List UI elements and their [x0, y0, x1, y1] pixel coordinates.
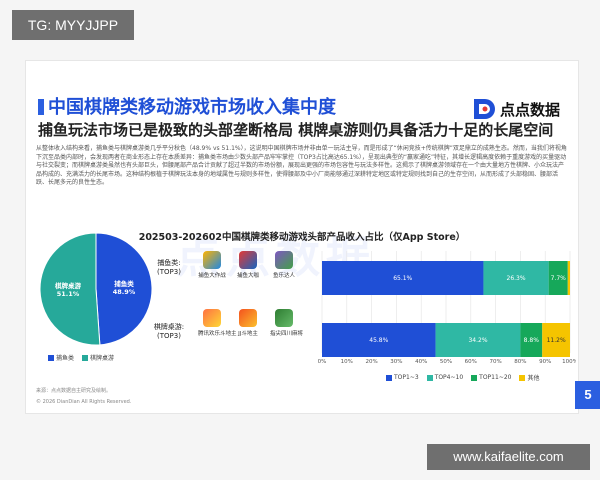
x-tick-label: 40%: [415, 359, 427, 365]
app-tile: 捕鱼大作战: [198, 251, 226, 279]
app-icon-fish-star: [239, 251, 257, 269]
report-slide: 中国棋牌类移动游戏市场收入集中度 捕鱼玩法市场已是极致的头部垄断格局 棋牌桌游则…: [25, 60, 579, 414]
bar-value-label: 26.3%: [507, 275, 526, 282]
x-tick-label: 0%: [318, 359, 327, 365]
bar-1-2: [520, 323, 543, 357]
pie-value-fish: 48.9%: [113, 288, 136, 296]
pie-slice-board: [39, 232, 101, 346]
pie-legend-item: 捕鱼类: [48, 353, 74, 362]
bar-legend-swatch-top1-3: [386, 374, 392, 381]
bar-value-label: 45.8%: [369, 337, 388, 344]
app-tile: 指尖四川麻将: [270, 309, 303, 337]
app-tile: 捕鱼大咖: [234, 251, 262, 279]
x-tick-label: 90%: [539, 359, 551, 365]
app-icon-fish-war: [203, 251, 221, 269]
app-tile: 腾讯欢乐斗地主: [198, 309, 237, 337]
bar-legend-swatch-other: [519, 374, 526, 381]
bar-0-0: [322, 261, 484, 295]
bar-value-label: 65.1%: [393, 275, 412, 282]
bar-legend-swatch-top4-10: [426, 374, 433, 381]
pie-legend-swatch-board: [82, 354, 89, 361]
bar-legend-swatch-top11-20: [471, 374, 478, 381]
bar-legend-item: 其他: [519, 373, 540, 382]
bar-value-label: 7.7%: [551, 275, 567, 282]
app-tile: 鱼乐达人: [270, 251, 298, 279]
pie-label-board: 棋牌桌游: [55, 281, 82, 290]
bar-0-1: [483, 261, 549, 295]
pie-value-board: 51.1%: [57, 290, 80, 298]
app-icon-jj-landlord: [239, 309, 257, 327]
pie-legend-swatch-fish: [48, 354, 54, 361]
bar-legend-item: TOP1~3: [386, 373, 419, 382]
bar-legend-item: TOP4~10: [426, 373, 463, 382]
x-tick-label: 100%: [562, 359, 576, 365]
x-tick-label: 30%: [390, 359, 402, 365]
category-label-fish: 捕鱼类: (TOP3): [157, 259, 181, 276]
bar-1-0: [322, 323, 436, 357]
description-text: 从整体收入结构来看，捕鱼类与棋牌桌游类几乎平分秋色（48.9% vs 51.1%…: [36, 145, 567, 187]
app-icon-mahjong: [275, 309, 293, 327]
pie-legend-item: 棋牌桌游: [82, 353, 114, 362]
category-label-board: 棋牌桌游: (TOP3): [153, 323, 185, 340]
brand-logo: 点点数据: [474, 97, 560, 121]
pie-label-fish: 捕鱼类: [114, 279, 134, 288]
bar-value-label: 8.8%: [524, 337, 540, 344]
bar-1-3: [542, 323, 570, 357]
pie-slice-fish: [95, 232, 153, 346]
bar-value-label: 34.2%: [468, 337, 487, 344]
bar-0-3: [567, 261, 570, 295]
bar-legend-item: TOP11~20: [471, 373, 511, 382]
x-tick-label: 20%: [365, 359, 377, 365]
pie-legend: 捕鱼类 棋牌桌游: [48, 353, 114, 362]
chart-title: 202503-202602中国棋牌类移动游戏头部产品收入占比（仅App Stor…: [138, 232, 466, 243]
slide-subtitle: 捕鱼玩法市场已是极致的头部垄断格局 棋牌桌游则仍具备活力十足的长尾空间: [38, 121, 554, 139]
title-accent-bar: [38, 99, 44, 115]
copyright-note: © 2026 DianDian All Rights Reserved.: [36, 399, 132, 405]
app-icon-happy-landlord: [203, 309, 221, 327]
x-tick-label: 10%: [341, 359, 353, 365]
x-tick-label: 80%: [514, 359, 526, 365]
bar-value-label: 11.2%: [547, 337, 566, 344]
bar-1-1: [435, 323, 521, 357]
x-tick-label: 60%: [465, 359, 477, 365]
x-tick-label: 50%: [440, 359, 452, 365]
site-url: www.kaifaelite.com: [427, 444, 590, 470]
bar-0-2: [548, 261, 568, 295]
app-icon-fish-master: [275, 251, 293, 269]
page-number: 5: [575, 381, 600, 409]
tag-label: TG: MYYJJPP: [12, 10, 134, 40]
stacked-bar-chart: 0% 10% 20% 30% 40% 50% 60% 70% 80% 90% 100% 65.1% 26…: [318, 251, 576, 365]
slide-title: 中国棋牌类移动游戏市场收入集中度: [48, 97, 336, 118]
source-note: 来源：点点数据自主研究及绘制。: [36, 388, 112, 394]
logo-icon: [474, 97, 496, 121]
bar-legend: TOP1~3 TOP4~10 TOP11~20 其他: [386, 373, 540, 382]
app-tile: JJ斗地主: [234, 309, 262, 337]
x-tick-label: 70%: [489, 359, 501, 365]
logo-text: 点点数据: [500, 100, 561, 119]
